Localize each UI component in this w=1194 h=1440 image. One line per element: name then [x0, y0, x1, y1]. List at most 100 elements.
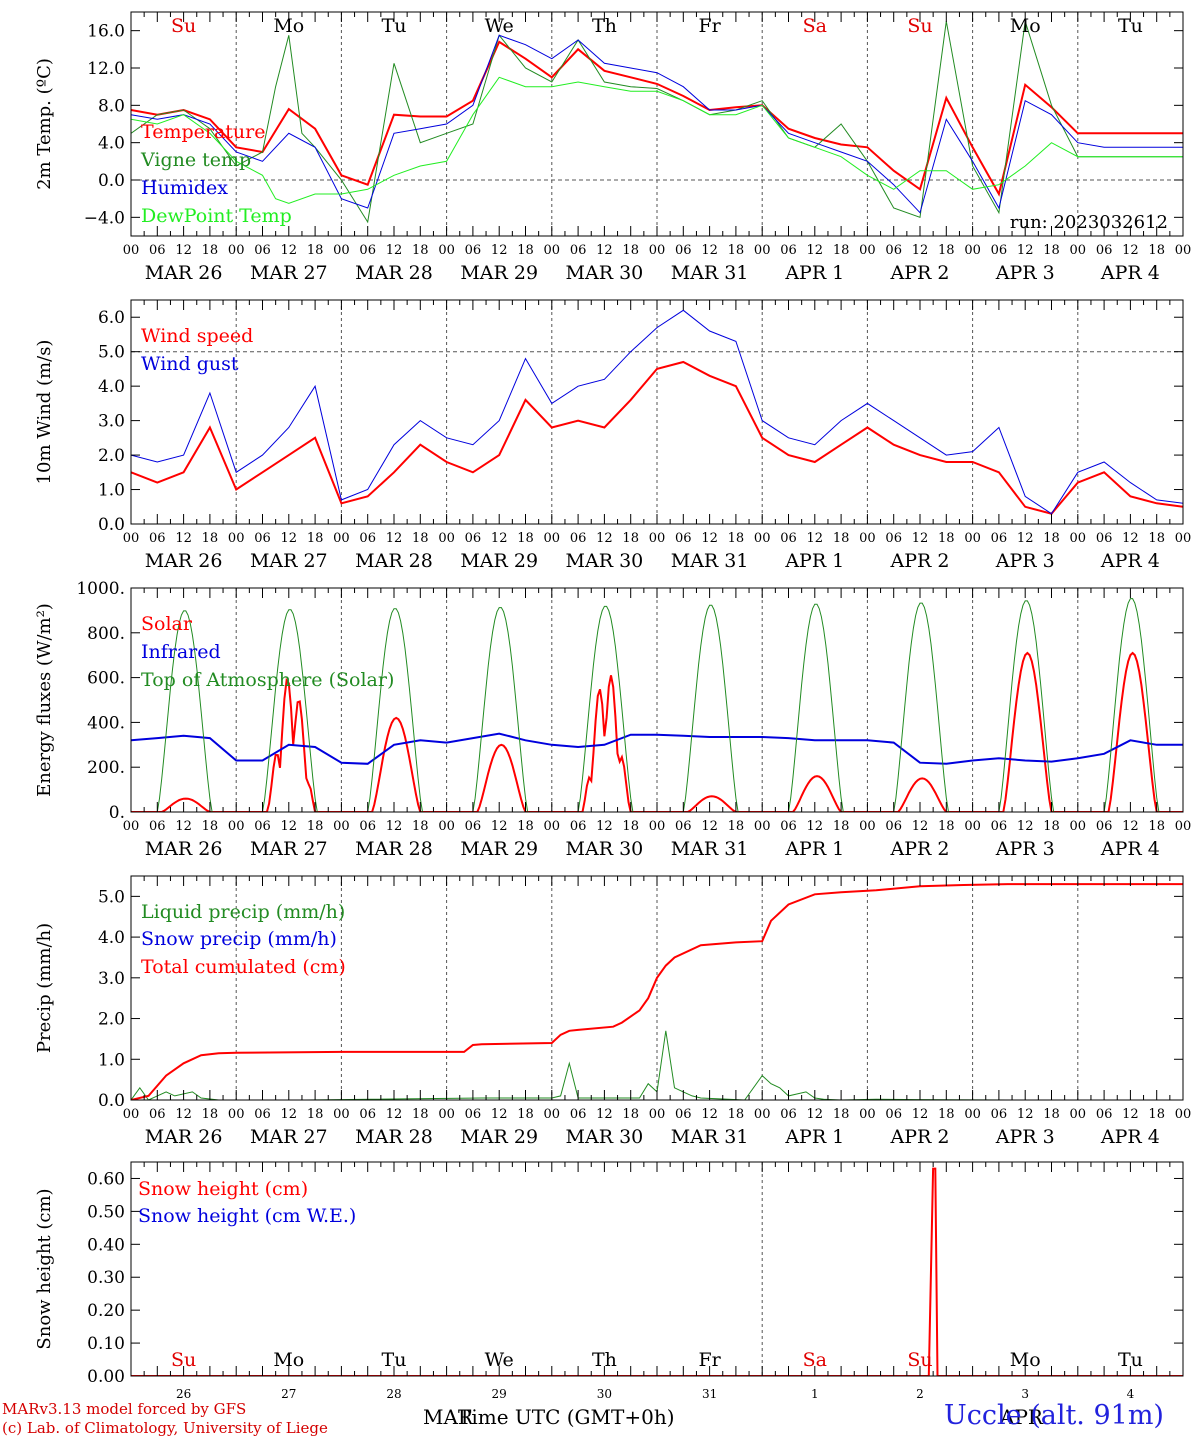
x-hour-label: 00 [1070, 819, 1087, 834]
x-hour-label: 06 [254, 1107, 271, 1122]
series-line [131, 651, 1183, 812]
x-day-label: MAR 30 [566, 550, 644, 572]
x-hour-label: 18 [1148, 1107, 1165, 1122]
x-hour-label: 06 [149, 531, 166, 546]
x-day-label: APR 4 [1100, 838, 1160, 860]
x-hour-label: 00 [123, 531, 140, 546]
x-hour-label: 06 [885, 531, 902, 546]
x-hour-label: 12 [596, 531, 613, 546]
x-hour-label: 06 [570, 531, 587, 546]
x-hour-label: 00 [544, 819, 561, 834]
x-hour-label: 06 [465, 1107, 482, 1122]
x-hour-label: 00 [438, 243, 455, 258]
legend-entry: Wind speed [141, 325, 253, 347]
x-hour-label: 12 [1017, 1107, 1034, 1122]
x-hour-label: 18 [833, 819, 850, 834]
x-hour-label: 00 [754, 819, 771, 834]
x-day-label: MAR 31 [671, 838, 749, 860]
x-hour-label: 12 [1122, 531, 1139, 546]
x-hour-label: 18 [517, 819, 534, 834]
weekday-label: Sa [803, 15, 827, 37]
x-hour-label: 12 [912, 819, 929, 834]
weekday-label: Mo [1010, 15, 1041, 37]
x-hour-label: 12 [175, 1107, 192, 1122]
x-hour-label: 12 [701, 1107, 718, 1122]
x-hour-label: 06 [885, 819, 902, 834]
x-hour-label: 12 [281, 243, 298, 258]
month-label-right: APR [1000, 1405, 1043, 1429]
y-tick-label: 4.0 [98, 928, 125, 948]
x-hour-label: 06 [780, 531, 797, 546]
weekday-label: Fr [698, 15, 721, 37]
y-tick-label: 3.0 [98, 969, 125, 989]
x-hour-label: 18 [202, 243, 219, 258]
x-day-label: MAR 27 [250, 838, 328, 860]
weekday-label: Tu [1118, 1349, 1143, 1371]
weekday-label: Su [907, 15, 932, 37]
x-hour-label: 00 [649, 243, 666, 258]
y-tick-label: 0.60 [87, 1169, 125, 1189]
x-hour-label: 06 [991, 819, 1008, 834]
x-hour-label: 00 [544, 1107, 561, 1122]
x-hour-label: 06 [780, 819, 797, 834]
x-hour-label: 06 [149, 819, 166, 834]
x-hour-label: 12 [596, 819, 613, 834]
x-hour-label: 12 [1122, 1107, 1139, 1122]
y-tick-label: 4.0 [98, 377, 125, 397]
x-hour-label: 12 [912, 243, 929, 258]
x-hour-label: 00 [1175, 1107, 1192, 1122]
x-hour-label: 00 [228, 819, 245, 834]
x-hour-label: 00 [964, 819, 981, 834]
y-tick-label: 1000. [76, 579, 125, 599]
x-hour-label: 12 [1122, 819, 1139, 834]
x-hour-label: 18 [202, 819, 219, 834]
weekday-label: Th [592, 1349, 617, 1371]
x-day-label: MAR 28 [355, 262, 433, 284]
x-hour-label: 12 [281, 819, 298, 834]
series-line [131, 34, 1183, 214]
x-hour-label: 18 [412, 243, 429, 258]
y-tick-label: 1.0 [98, 481, 125, 501]
series-line [131, 732, 1183, 765]
y-tick-label: 5.0 [98, 343, 125, 363]
x-hour-label: 06 [991, 531, 1008, 546]
x-hour-label: 00 [228, 243, 245, 258]
x-hour-label: 00 [1070, 531, 1087, 546]
y-axis-label: Energy fluxes (W/m²) [34, 603, 55, 797]
x-hour-label: 00 [228, 1107, 245, 1122]
x-hour-label: 00 [649, 819, 666, 834]
x-hour-label: 18 [833, 243, 850, 258]
x-day-label: MAR 30 [566, 838, 644, 860]
x-hour-label: 18 [412, 819, 429, 834]
weekday-label: Sa [803, 1349, 827, 1371]
x-hour-label: 12 [807, 1107, 824, 1122]
x-hour-label: 18 [1148, 819, 1165, 834]
x-hour-label: 12 [175, 819, 192, 834]
x-hour-label: 18 [1148, 243, 1165, 258]
x-day-number: 26 [176, 1387, 191, 1401]
y-tick-label: −4.0 [84, 208, 125, 228]
y-tick-label: 800. [87, 624, 125, 644]
x-hour-label: 18 [1148, 531, 1165, 546]
y-axis-label: Snow height (cm) [34, 1188, 55, 1349]
legend-entry: Solar [141, 613, 193, 635]
y-tick-label: 0.0 [98, 515, 125, 535]
x-day-label: APR 4 [1100, 1126, 1160, 1148]
x-day-label: MAR 31 [671, 1126, 749, 1148]
x-hour-label: 06 [359, 1107, 376, 1122]
x-hour-label: 00 [333, 819, 350, 834]
weekday-label: Su [171, 15, 196, 37]
x-day-label: MAR 29 [460, 1126, 538, 1148]
x-hour-label: 18 [517, 243, 534, 258]
x-hour-label: 12 [491, 243, 508, 258]
x-hour-label: 00 [123, 243, 140, 258]
y-tick-label: 1.0 [98, 1050, 125, 1070]
x-day-label: MAR 26 [145, 550, 223, 572]
x-hour-label: 00 [123, 1107, 140, 1122]
x-hour-label: 00 [544, 243, 561, 258]
x-hour-label: 06 [780, 1107, 797, 1122]
y-tick-label: 0.00 [87, 1367, 125, 1387]
x-day-label: APR 1 [784, 1126, 844, 1148]
x-day-number: 30 [597, 1387, 612, 1401]
y-tick-label: 4.0 [98, 134, 125, 154]
